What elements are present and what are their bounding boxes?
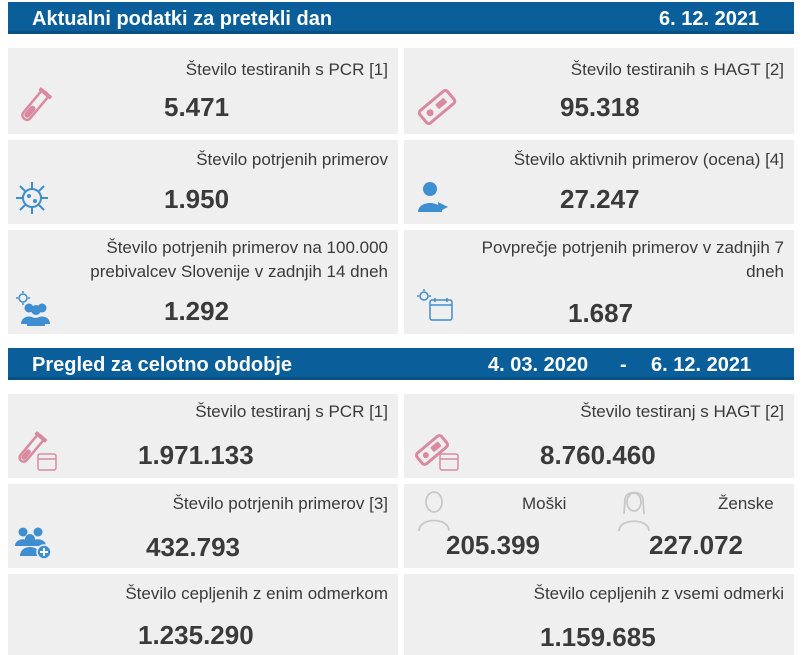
total-pcr-label: Število testiranj s PCR [1] <box>195 402 388 421</box>
total-hagt-label: Število testiranj s HAGT [2] <box>580 402 784 421</box>
vacc1-value: 1.235.290 <box>138 620 254 650</box>
total-vacc1-card: Število cepljenih z enim odmerkom 1.235.… <box>8 574 398 655</box>
test-tube-calendar-icon <box>18 431 57 471</box>
test-tube-icon <box>21 87 52 122</box>
vacc-all-value: 1.159.685 <box>540 622 656 652</box>
total-header: Pregled za celotno obdobje 4. 03. 2020 -… <box>8 348 794 380</box>
total-confirmed-value: 432.793 <box>146 532 240 562</box>
calendar-virus-icon <box>417 289 453 321</box>
total-date-from: 4. 03. 2020 <box>488 354 589 376</box>
group-virus-icon <box>16 291 50 326</box>
antigen-test-icon <box>417 89 457 125</box>
total-hagt-card: Število testiranj s HAGT [2] 8.760.460 <box>404 394 794 478</box>
daily-per100k-value: 1.292 <box>164 296 230 326</box>
daily-avg7-label-line2: dneh <box>746 262 784 281</box>
male-person-icon <box>418 491 450 532</box>
total-date-dash: - <box>620 354 627 376</box>
total-pcr-card: Število testiranj s PCR [1] 1.971.133 <box>8 394 398 478</box>
vacc1-label: Število cepljenih z enim odmerkom <box>125 584 388 603</box>
daily-title: Aktualni podatki za pretekli dan <box>32 8 333 30</box>
female-person-icon <box>618 491 650 532</box>
male-label: Moški <box>522 494 567 513</box>
daily-avg7-value: 1.687 <box>568 298 634 328</box>
total-confirmed-card: Število potrjenih primerov [3] 432.793 <box>8 484 398 568</box>
daily-confirmed-card: Število potrjenih primerov 1.950 <box>8 140 398 224</box>
total-title: Pregled za celotno obdobje <box>32 354 293 376</box>
daily-pcr-value: 5.471 <box>164 92 230 122</box>
virus-icon <box>16 182 48 214</box>
daily-per100k-label-line2: prebivalcev Slovenije v zadnjih 14 dneh <box>90 262 388 281</box>
daily-avg7-card: Povprečje potrjenih primerov v zadnjih 7… <box>404 230 794 334</box>
daily-active-value: 27.247 <box>560 184 640 214</box>
daily-active-card: Število aktivnih primerov (ocena) [4] 27… <box>404 140 794 224</box>
daily-hagt-card: Število testiranih s HAGT [2] 95.318 <box>404 48 794 134</box>
male-value: 205.399 <box>446 530 540 560</box>
daily-confirmed-label: Število potrjenih primerov <box>196 150 388 169</box>
daily-pcr-label: Število testiranih s PCR [1] <box>185 60 388 79</box>
total-date-to: 6. 12. 2021 <box>651 354 752 376</box>
daily-per100k-card: Število potrjenih primerov na 100.000 pr… <box>8 230 398 334</box>
female-value: 227.072 <box>649 530 743 560</box>
daily-header: Aktualni podatki za pretekli dan 6. 12. … <box>8 2 794 34</box>
daily-active-label: Število aktivnih primerov (ocena) [4] <box>513 150 784 169</box>
daily-pcr-card: Število testiranih s PCR [1] 5.471 <box>8 48 398 134</box>
daily-per100k-label-line1: Število potrjenih primerov na 100.000 <box>106 238 388 257</box>
total-pcr-value: 1.971.133 <box>138 440 254 470</box>
daily-hagt-label: Število testiranih s HAGT [2] <box>570 60 784 79</box>
daily-hagt-value: 95.318 <box>560 92 640 122</box>
total-vacc-all-card: Število cepljenih z vsemi odmerki 1.159.… <box>404 574 794 655</box>
total-hagt-value: 8.760.460 <box>540 440 656 470</box>
daily-confirmed-value: 1.950 <box>164 184 230 214</box>
total-confirmed-label: Število potrjenih primerov [3] <box>172 494 388 513</box>
vacc-all-label: Število cepljenih z vsemi odmerki <box>533 584 784 603</box>
antigen-calendar-icon <box>414 434 459 471</box>
daily-avg7-label-line1: Povprečje potrjenih primerov v zadnjih 7 <box>481 238 784 257</box>
daily-date: 6. 12. 2021 <box>659 8 760 30</box>
total-gender-card: Moški 205.399 Ženske 227.072 <box>404 484 794 568</box>
female-label: Ženske <box>718 494 774 513</box>
group-plus-icon <box>15 527 52 560</box>
active-person-icon <box>418 182 448 212</box>
